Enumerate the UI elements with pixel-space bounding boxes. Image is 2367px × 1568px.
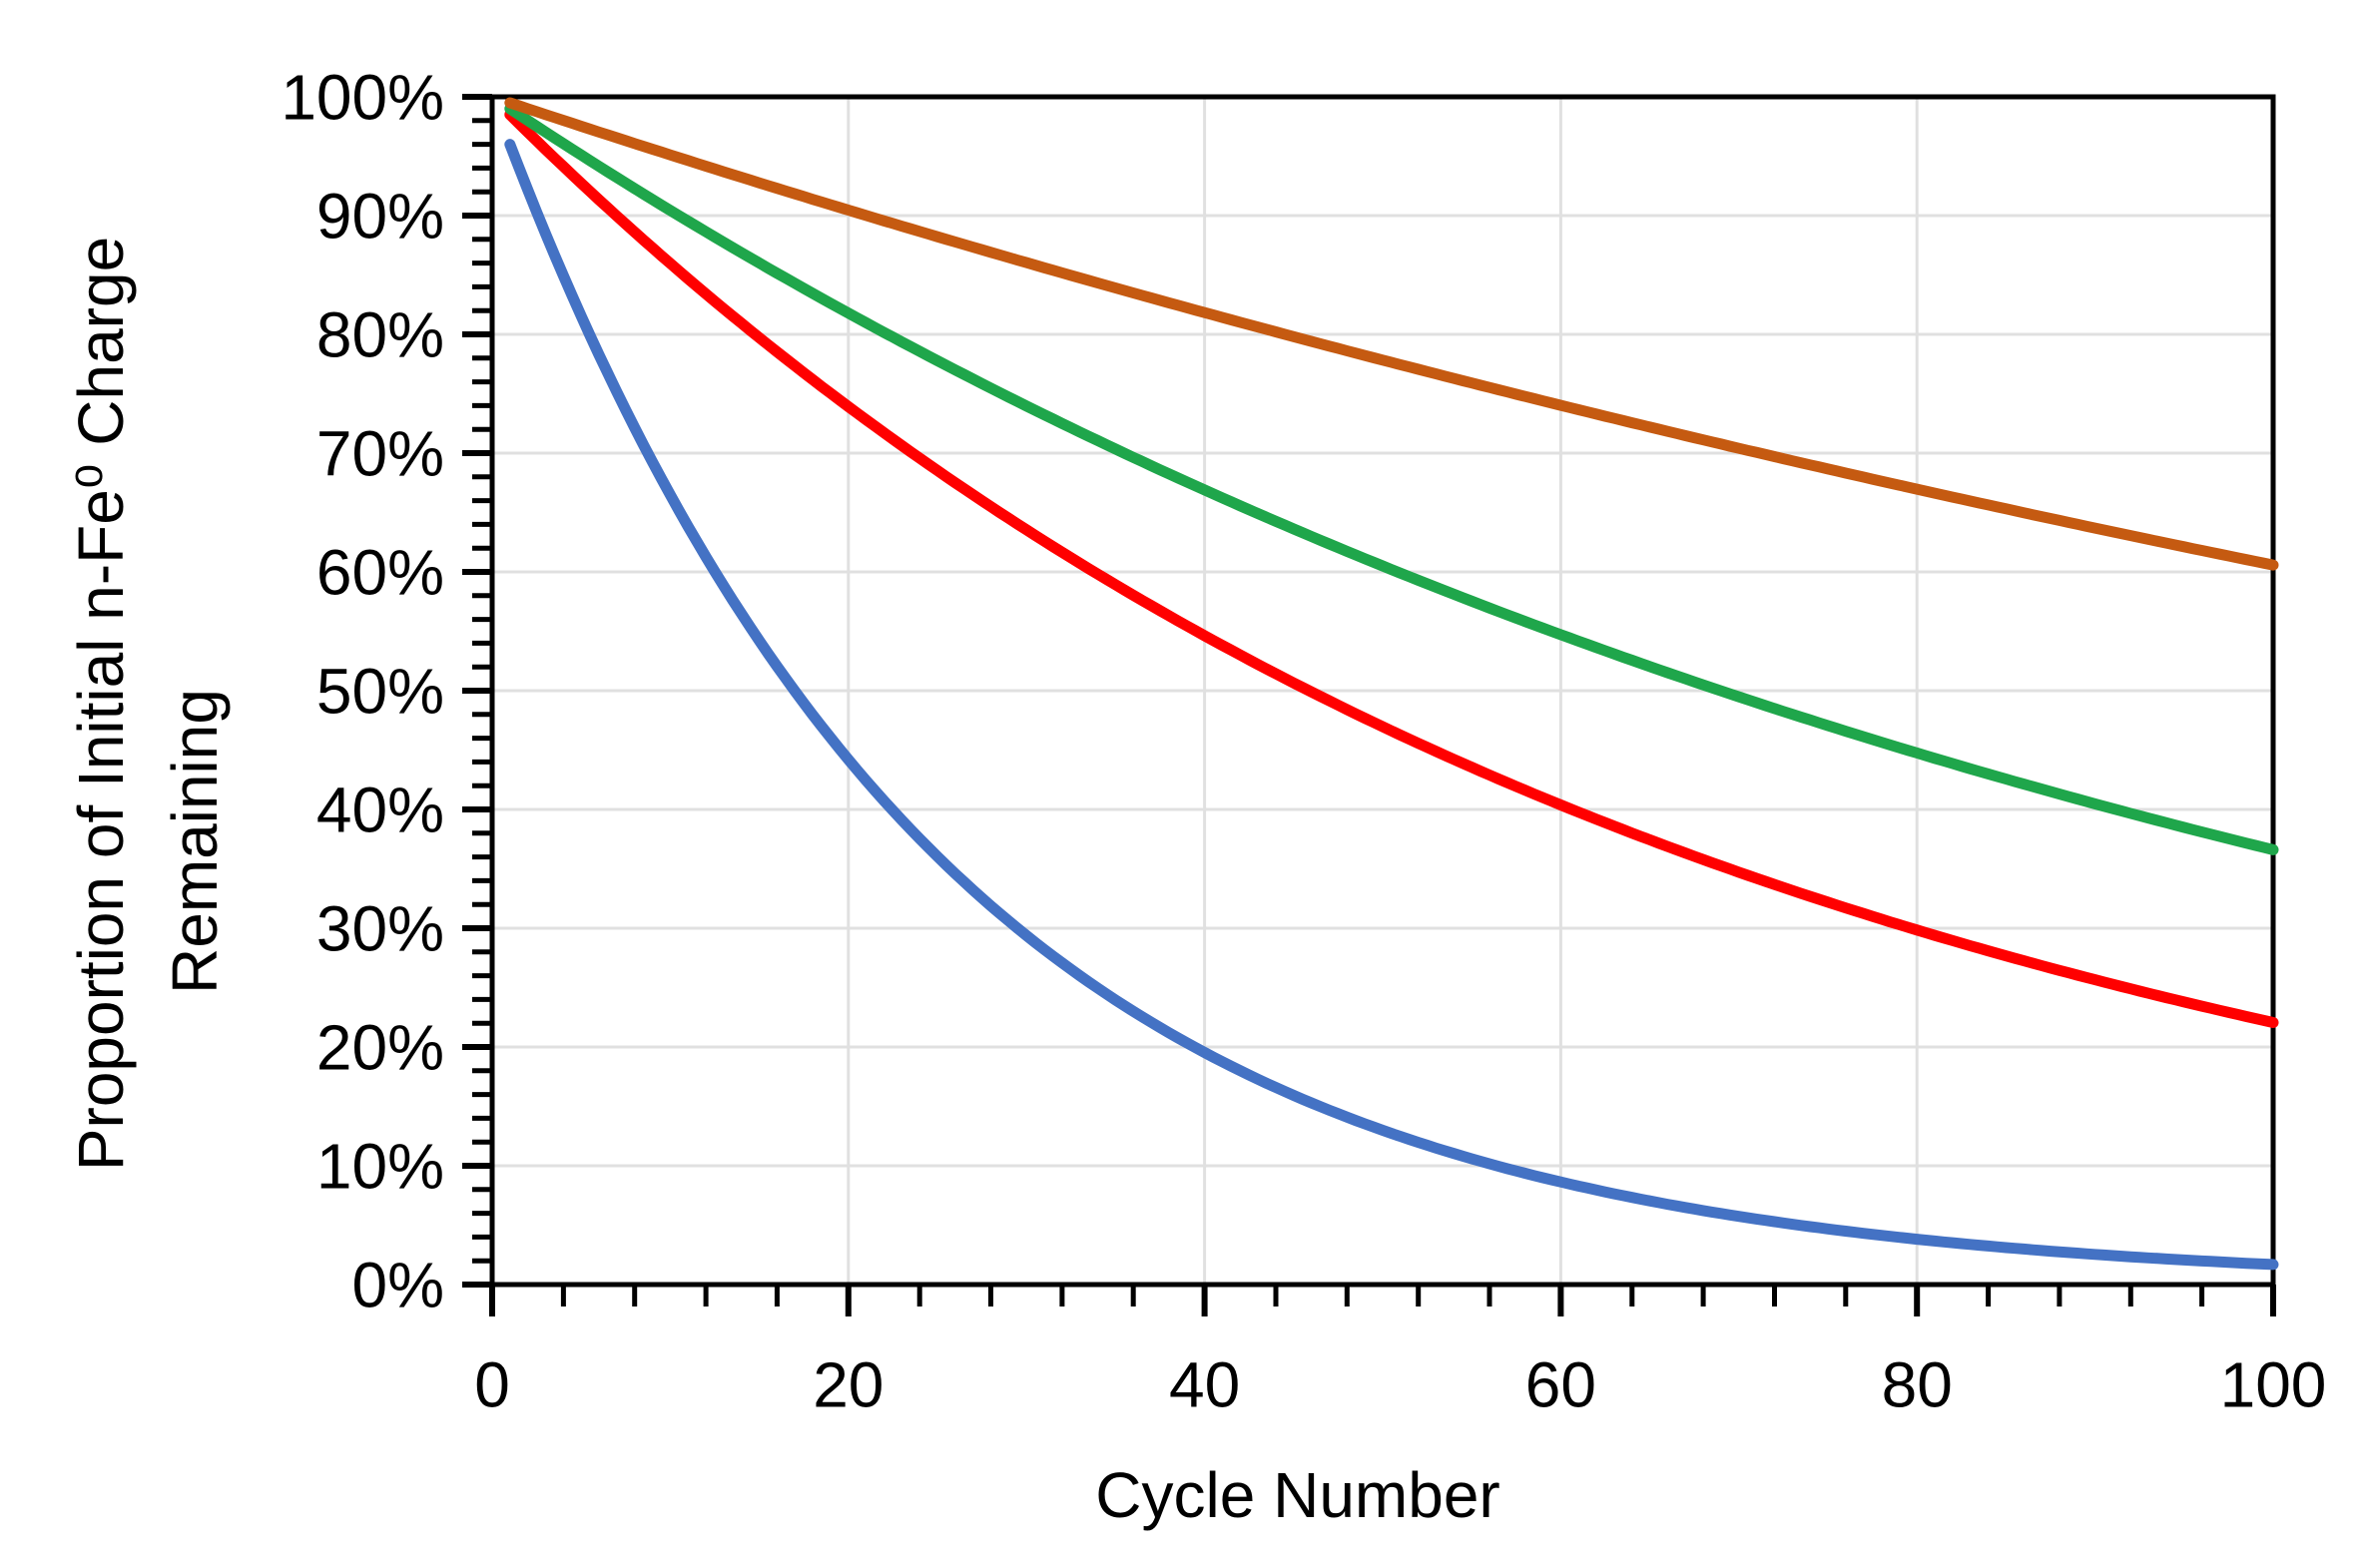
series-curves (504, 97, 2279, 1271)
y-tick-labels: 0% 10% 20% 30% 40% 50% 60% 70% 80% 90% 100% (281, 61, 444, 1320)
series-line-98.5-retained-per-cycle (504, 109, 2279, 1028)
x-tick-label: 100 (2220, 1348, 2327, 1420)
x-tick-label: 0 (474, 1348, 510, 1420)
x-tick-label: 80 (1882, 1348, 1953, 1420)
series-line-96-retained-per-cycle (504, 139, 2279, 1271)
y-tick-label: 10% (316, 1130, 444, 1202)
y-tick-label: 60% (316, 536, 444, 608)
gridlines (492, 97, 2273, 1285)
y-tick-label: 100% (281, 61, 444, 133)
y-tick-label: 90% (316, 180, 444, 252)
y-tick-label: 80% (316, 298, 444, 370)
y-axis-title-line1: Proportion of Initial n-Fe⁰ Charge (65, 236, 137, 1172)
series-line-99.5-retained-per-cycle (504, 97, 2279, 571)
x-tick-labels: 0 20 40 60 80 100 (474, 1348, 2326, 1420)
y-tick-label: 30% (316, 892, 444, 964)
axis-ticks (462, 94, 2276, 1316)
plot-border (489, 94, 2276, 1288)
y-tick-label: 20% (316, 1011, 444, 1083)
y-tick-label: 50% (316, 655, 444, 727)
y-tick-label: 0% (352, 1249, 445, 1320)
x-tick-label: 40 (1169, 1348, 1240, 1420)
x-axis-title: Cycle Number (1095, 1459, 1500, 1531)
x-tick-label: 60 (1525, 1348, 1596, 1420)
y-tick-label: 70% (316, 417, 444, 489)
y-axis-title-line2: Remaining (159, 689, 231, 994)
y-tick-label: 40% (316, 774, 444, 845)
series-line-99-retained-per-cycle (504, 103, 2279, 855)
x-tick-label: 20 (813, 1348, 884, 1420)
